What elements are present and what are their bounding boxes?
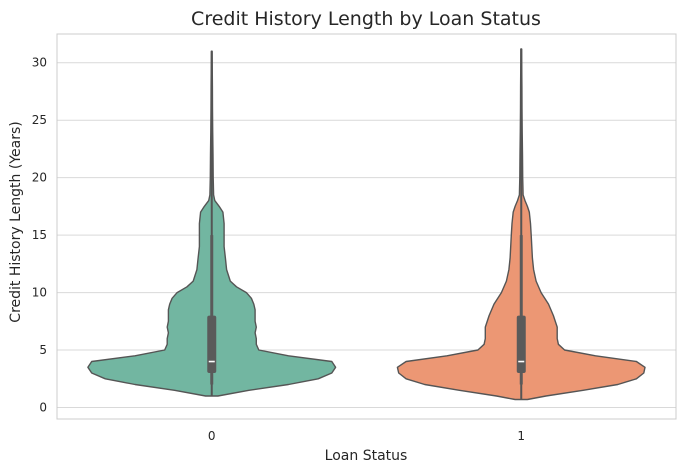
y-tick-label: 15 xyxy=(32,228,47,242)
y-tick-label: 20 xyxy=(32,171,47,185)
x-tick-label: 1 xyxy=(517,429,525,443)
y-tick-labels: 0 5 10 15 20 25 30 xyxy=(32,56,47,415)
y-tick-label: 10 xyxy=(32,286,47,300)
y-tick-label: 0 xyxy=(39,401,47,415)
plot-area-frame xyxy=(56,33,677,420)
y-tick-label: 5 xyxy=(39,343,47,357)
violins xyxy=(87,48,646,401)
grid xyxy=(57,62,676,409)
x-tick-label: 0 xyxy=(208,429,216,443)
y-tick-label: 25 xyxy=(32,113,47,127)
y-axis-label: Credit History Length (Years) xyxy=(8,121,24,322)
violin-iqr-box-1 xyxy=(516,315,526,374)
x-axis-label: Loan Status xyxy=(325,448,408,464)
violin-iqr-box-0 xyxy=(207,315,217,374)
chart-title: Credit History Length by Loan Status xyxy=(191,8,541,30)
y-tick-label: 30 xyxy=(32,56,47,70)
